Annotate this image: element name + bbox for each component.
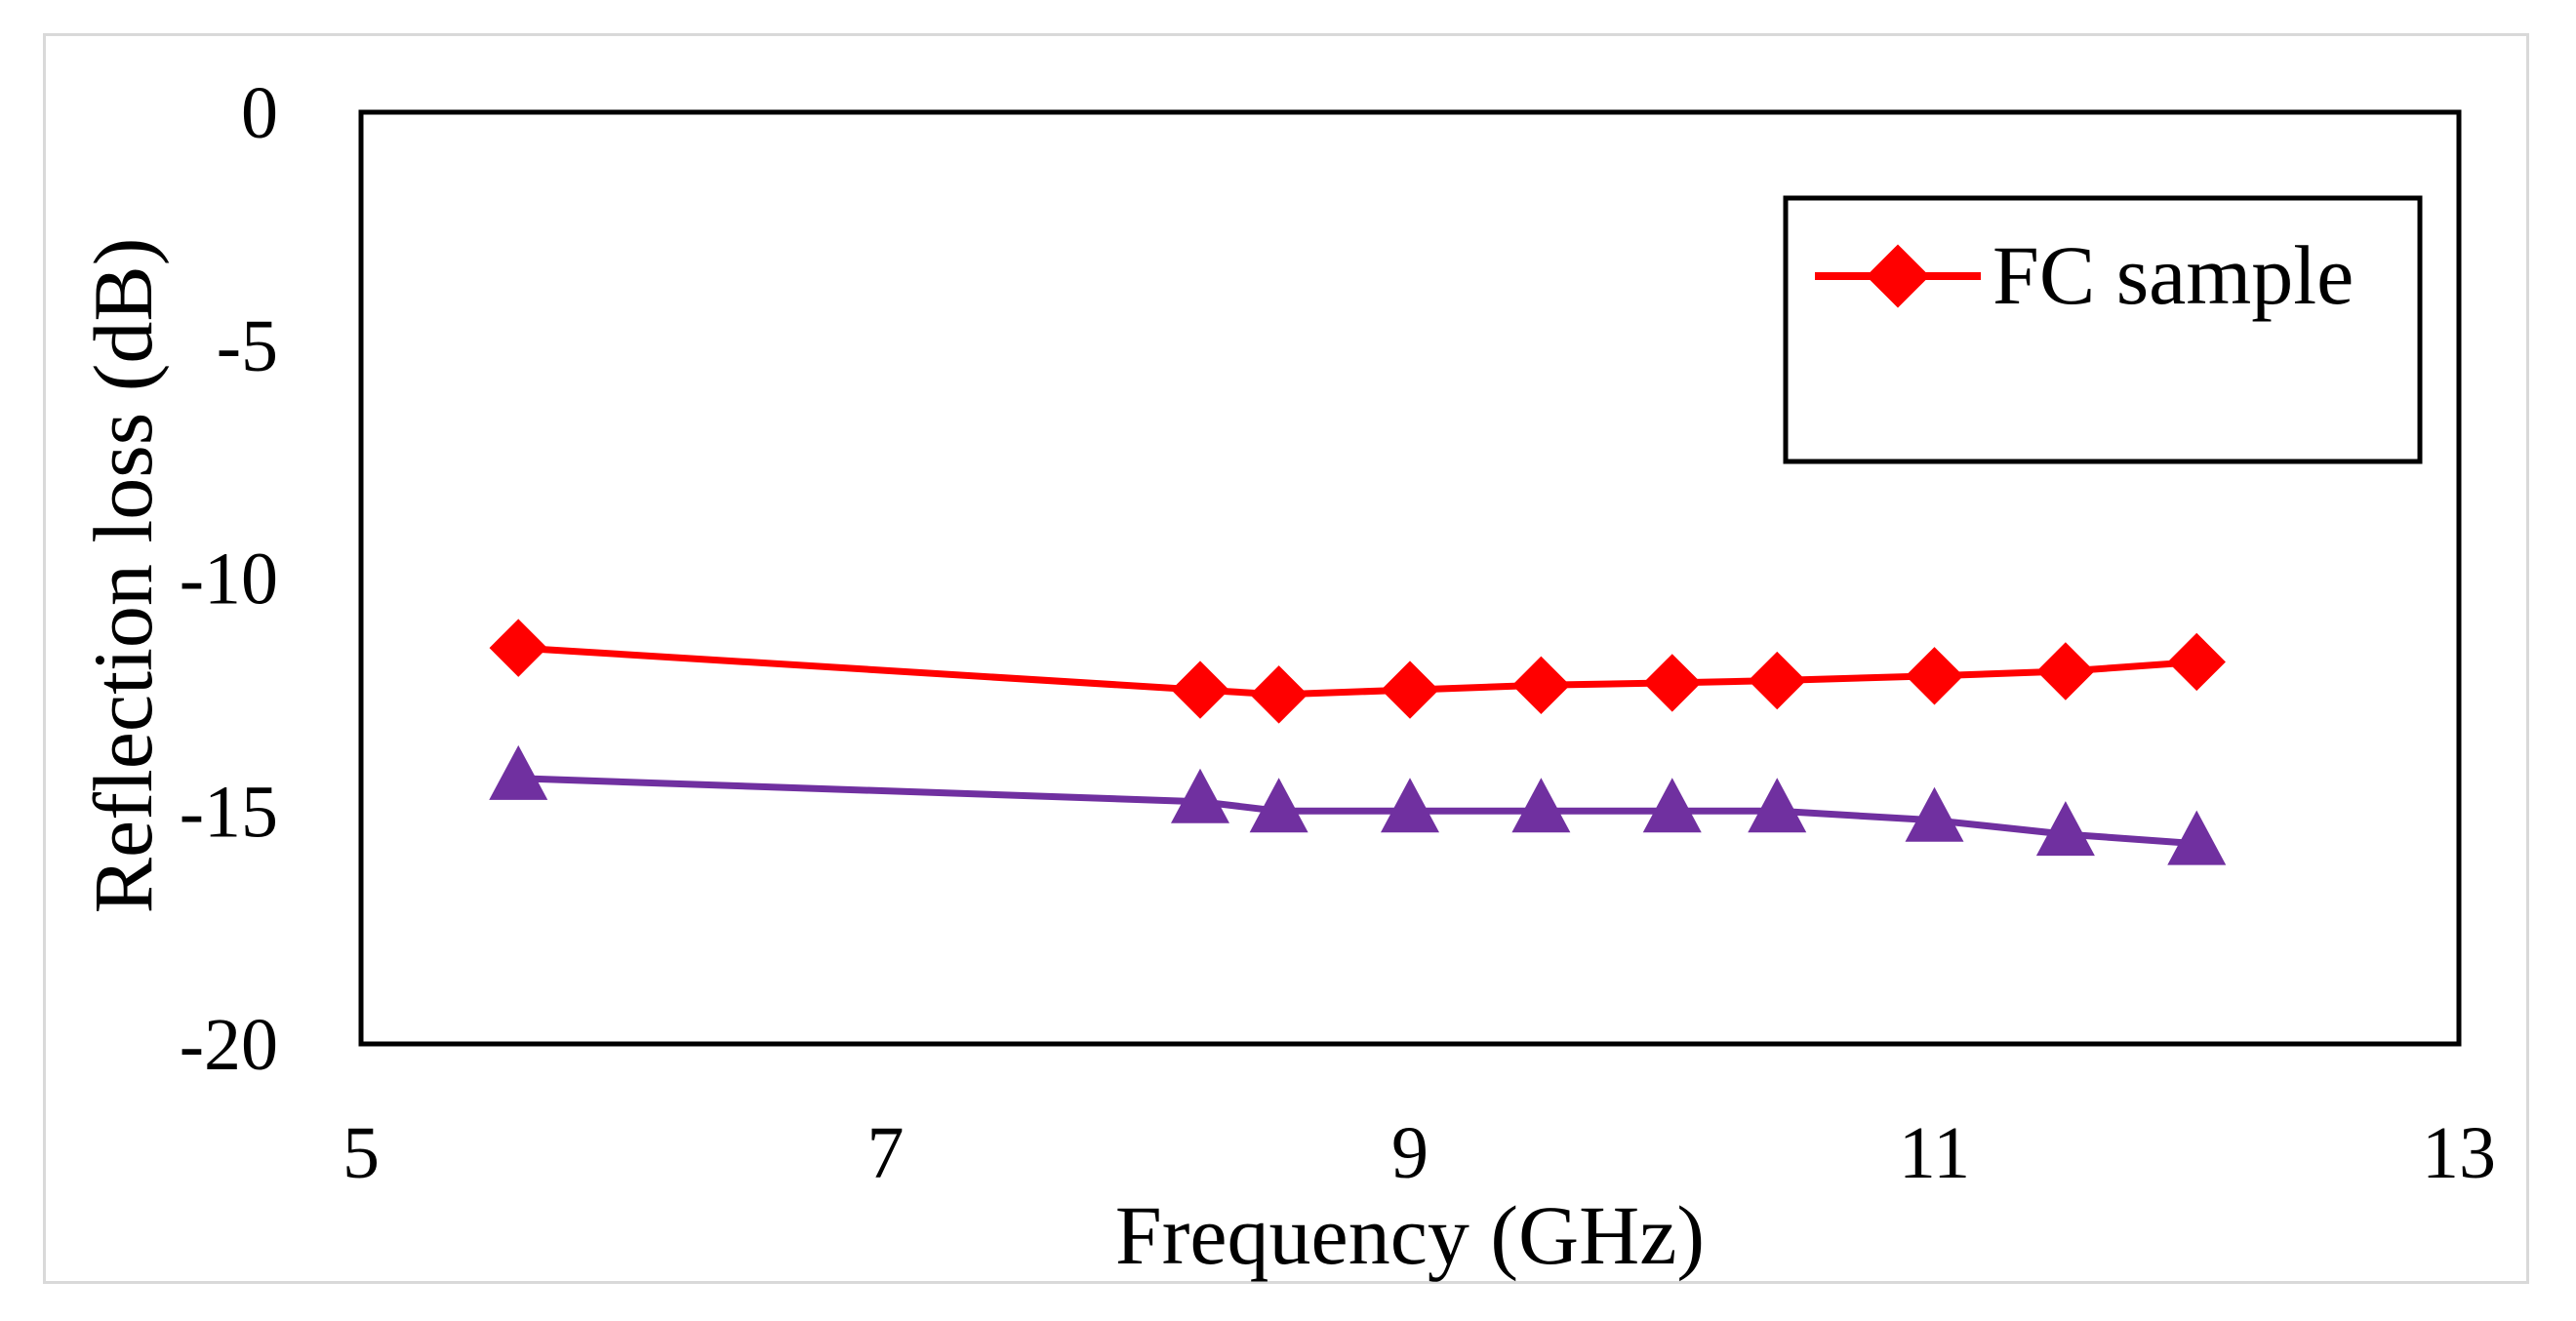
x-tick-label: 11 <box>1899 1112 1970 1194</box>
y-tick-label: -15 <box>180 771 278 853</box>
series-layer <box>489 619 2227 865</box>
data-point-diamond <box>1381 660 1439 719</box>
y-axis-ticks: 0 -5 -10 -15 -20 <box>180 72 278 1086</box>
legend: FC sample <box>1783 195 2423 464</box>
data-point-diamond <box>489 619 547 677</box>
data-point-triangle <box>1249 778 1308 833</box>
data-point-diamond <box>1171 660 1229 719</box>
legend-box <box>1783 195 2423 464</box>
series-line-1 <box>517 644 2197 699</box>
data-point-diamond <box>2036 642 2095 701</box>
data-point-diamond <box>1748 651 1806 710</box>
series-line-2 <box>518 775 2197 848</box>
y-tick-label: -5 <box>217 305 278 387</box>
x-tick-label: 5 <box>342 1112 380 1194</box>
x-tick-label: 9 <box>1391 1112 1429 1194</box>
legend-marker-fc-sample <box>1866 244 1930 308</box>
x-axis-ticks: 5 7 9 11 13 <box>342 1112 2496 1194</box>
data-point-triangle <box>1748 778 1807 833</box>
x-tick-label: 7 <box>867 1112 905 1194</box>
data-point-triangle <box>1171 768 1229 823</box>
data-point-diamond <box>1511 656 1571 715</box>
data-point-triangle <box>1511 778 1571 833</box>
legend-label-fc-sample: FC sample <box>1992 228 2354 322</box>
y-tick-label: -10 <box>180 539 278 620</box>
data-point-diamond <box>2167 632 2226 692</box>
x-tick-label: 13 <box>2422 1112 2496 1194</box>
data-point-triangle <box>489 744 548 800</box>
data-point-diamond <box>1905 647 1964 705</box>
x-axis-title: Frequency (GHz) <box>1115 1188 1705 1282</box>
data-point-triangle <box>1381 778 1439 833</box>
data-point-diamond <box>1643 654 1702 712</box>
y-tick-label: 0 <box>241 72 278 154</box>
y-axis-title: Reflection loss (dB) <box>76 238 170 914</box>
data-point-triangle <box>1642 778 1702 833</box>
y-tick-label: -20 <box>180 1004 278 1086</box>
data-point-triangle <box>1905 786 1964 842</box>
data-point-triangle <box>2035 801 2095 857</box>
data-point-triangle <box>2167 810 2227 865</box>
data-point-diamond <box>1249 665 1308 724</box>
